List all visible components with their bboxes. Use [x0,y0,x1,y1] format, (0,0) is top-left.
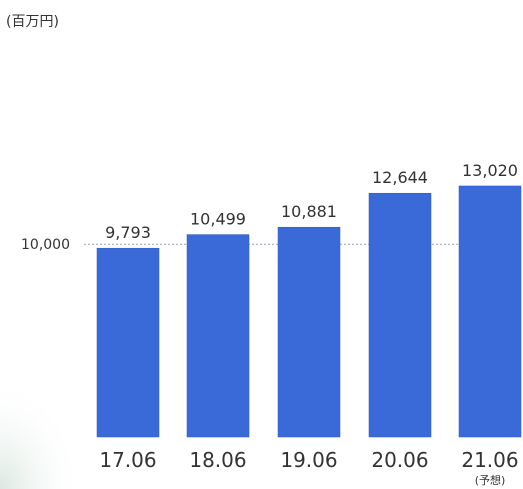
value-label-19.06: 10,881 [281,202,337,221]
bar-19.06 [277,226,341,438]
reference-line-label: 10,000 [21,237,70,253]
bar-21.06 [458,185,522,438]
category-label-21.06: 21.06 [461,448,518,472]
value-label-18.06: 10,499 [190,210,246,229]
category-label-17.06: 17.06 [99,448,156,472]
bars-group: 9,793 17.06 10,499 18.06 10,881 19.06 12,644 20… [96,161,522,487]
bar-20.06 [368,192,432,438]
bar-17.06 [96,247,160,438]
bar-18.06 [186,234,250,438]
category-label-18.06: 18.06 [189,448,246,472]
category-label-20.06: 20.06 [371,448,428,472]
value-label-17.06: 9,793 [105,223,151,242]
category-label-19.06: 19.06 [280,448,337,472]
value-label-21.06: 13,020 [462,161,518,180]
unit-label: (百万円) [6,14,59,30]
value-label-20.06: 12,644 [372,168,428,187]
category-note-21.06: (予想) [475,473,506,487]
